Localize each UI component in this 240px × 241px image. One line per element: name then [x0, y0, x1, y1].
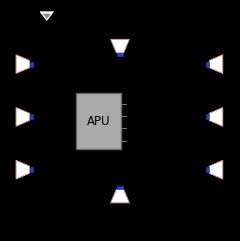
- Polygon shape: [111, 39, 129, 53]
- Polygon shape: [30, 167, 33, 172]
- Polygon shape: [16, 107, 30, 126]
- Polygon shape: [16, 160, 30, 179]
- Polygon shape: [206, 62, 209, 67]
- Polygon shape: [30, 114, 33, 120]
- Polygon shape: [206, 114, 209, 120]
- Polygon shape: [118, 53, 122, 56]
- Polygon shape: [30, 62, 33, 67]
- Polygon shape: [16, 55, 30, 74]
- Polygon shape: [209, 107, 223, 126]
- Polygon shape: [118, 186, 122, 189]
- Polygon shape: [206, 167, 209, 172]
- Polygon shape: [40, 12, 54, 20]
- Polygon shape: [111, 189, 129, 203]
- Polygon shape: [209, 160, 223, 179]
- Text: APU: APU: [87, 115, 110, 127]
- Polygon shape: [43, 14, 50, 19]
- Polygon shape: [209, 55, 223, 74]
- FancyBboxPatch shape: [76, 93, 121, 149]
